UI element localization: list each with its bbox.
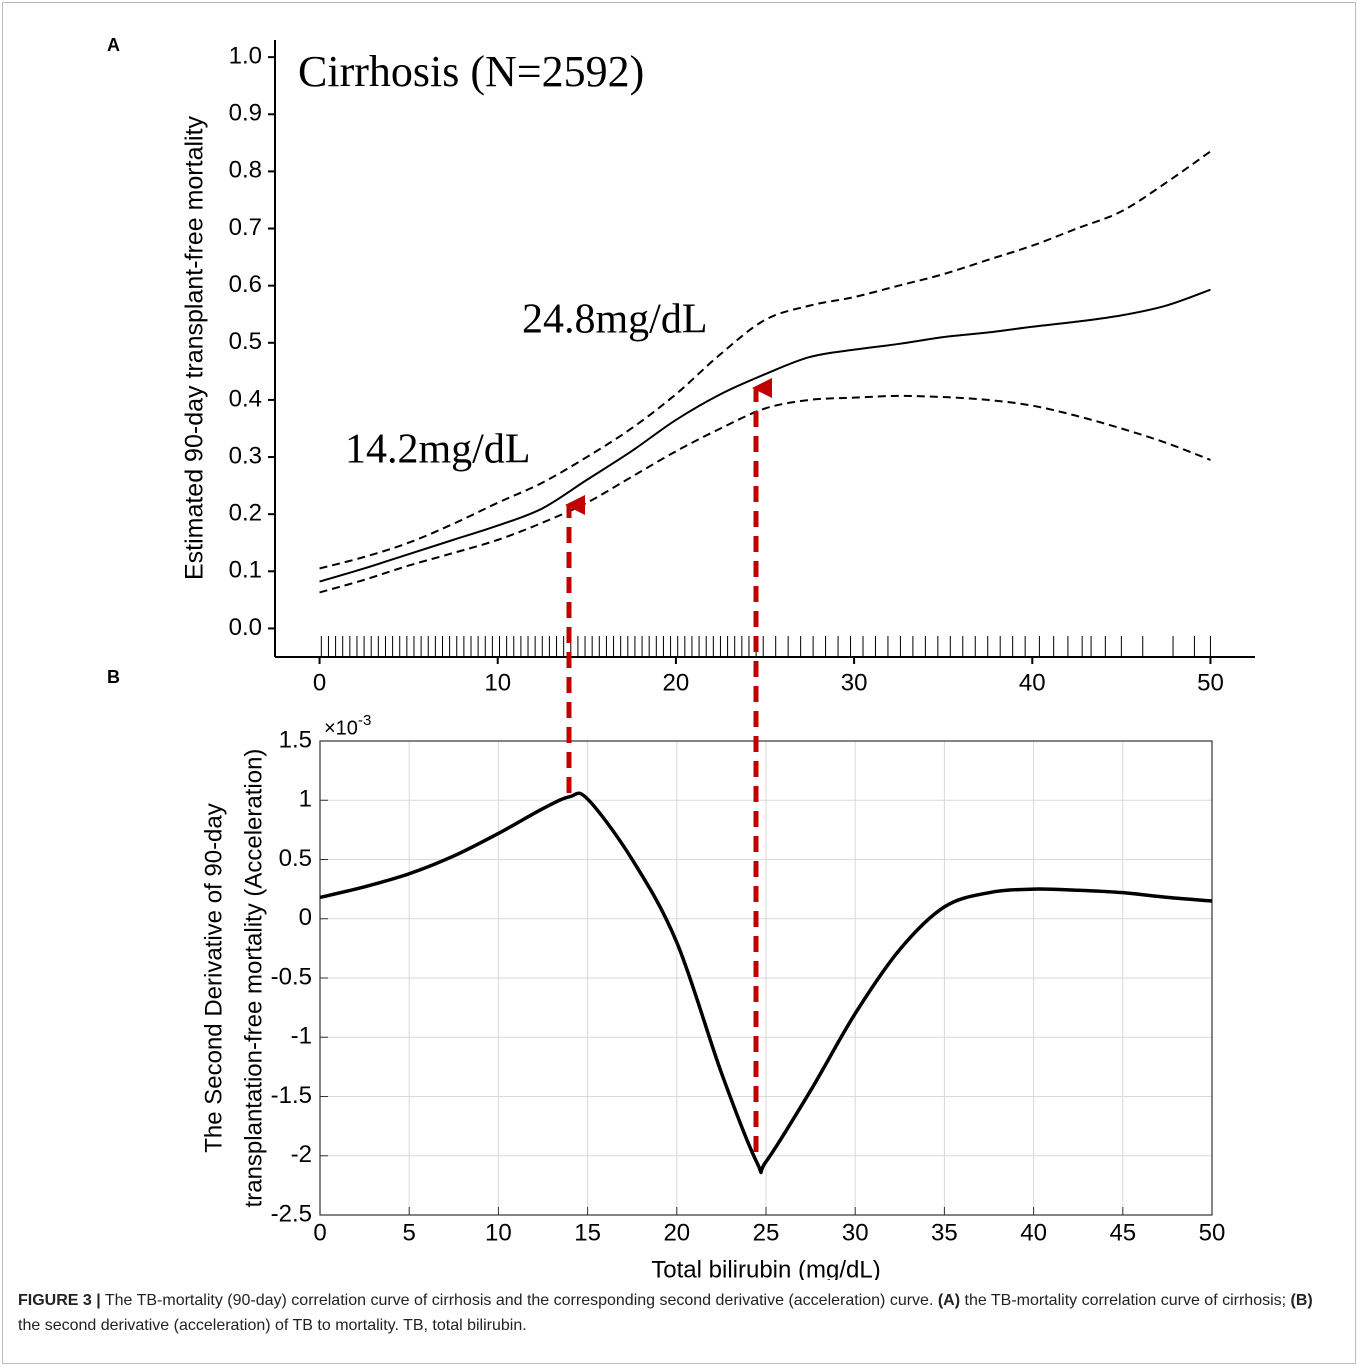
y-tick-label: 0.5 (279, 845, 312, 872)
x-tick-label: 45 (1109, 1219, 1136, 1246)
annotation: 24.8mg/dL (522, 297, 708, 343)
caption-text: FIGURE 3 | (18, 1292, 101, 1309)
x-tick-label: 10 (484, 669, 511, 696)
y-tick-label: -0.5 (271, 963, 312, 990)
y-axis-label: transplantation-free mortality (Accelera… (240, 749, 267, 1208)
x-tick-label: 10 (485, 1219, 512, 1246)
y-tick-label: 1 (299, 786, 312, 813)
x-tick-label: 15 (574, 1219, 601, 1246)
y-multiplier-exponent: -3 (358, 712, 371, 729)
caption-text: the second derivative (acceleration) of … (18, 1292, 1318, 1334)
caption-text: (A) (937, 1292, 961, 1309)
x-tick-label: 35 (931, 1219, 958, 1246)
y-axis-label: Estimated 90-day transplant-free mortali… (181, 115, 209, 580)
y-tick-label: 0.4 (229, 385, 262, 412)
y-tick-label: 0.3 (229, 442, 262, 469)
annotation: Cirrhosis (N=2592) (298, 47, 644, 96)
y-tick-label: 0.5 (229, 328, 262, 355)
line-series (319, 791, 1213, 1175)
annotation: 14.2mg/dL (345, 427, 531, 473)
y-tick-label: -1 (291, 1023, 312, 1050)
x-tick-label: 0 (313, 669, 326, 696)
x-tick-label: 5 (403, 1219, 416, 1246)
x-axis-label: Total bilirubin (mg/dL) (651, 1256, 880, 1280)
y-multiplier: ×10 (324, 717, 358, 739)
line-series (319, 394, 1211, 594)
y-tick-label: -1.5 (271, 1082, 312, 1109)
x-tick-label: 25 (753, 1219, 780, 1246)
figure: A0.00.10.20.30.40.50.60.70.80.91.00 10 20 3… (107, 35, 1255, 1280)
y-tick-label: 0.7 (229, 214, 262, 241)
caption-text: The TB-mortality (90-day) correlation cu… (100, 1292, 938, 1309)
x-tick-label: 0 (313, 1219, 326, 1246)
y-tick-label: 0 (299, 904, 312, 931)
y-tick-label: 1.0 (229, 42, 262, 69)
y-tick-label: 0.1 (229, 557, 262, 584)
panel-label: B (107, 667, 120, 687)
y-tick-label: 0.2 (229, 500, 262, 527)
line-series (319, 288, 1211, 583)
caption-text: the TB-mortality correlation curve of ci… (960, 1292, 1291, 1309)
y-tick-label: 0.0 (229, 614, 262, 641)
x-tick-label: 40 (1019, 669, 1046, 696)
y-tick-label: 0.9 (229, 100, 262, 127)
caption: FIGURE 3 | The TB-mortality (90-day) cor… (18, 1288, 1338, 1338)
x-tick-label: 30 (842, 1219, 869, 1246)
x-tick-label: 20 (663, 1219, 690, 1246)
y-tick-label: 1.5 (279, 726, 312, 753)
x-tick-label: 50 (1199, 1219, 1226, 1246)
x-tick-label: 40 (1020, 1219, 1047, 1246)
y-tick-label: -2 (291, 1141, 312, 1168)
x-tick-label: 50 (1197, 669, 1224, 696)
y-tick-label: -2.5 (271, 1200, 312, 1227)
line-series (319, 150, 1212, 570)
y-axis-label: The Second Derivative of 90-day (200, 803, 227, 1153)
y-tick-label: 0.8 (229, 157, 262, 184)
caption-text: (B) (1290, 1292, 1313, 1309)
panel-label: A (107, 35, 120, 55)
y-tick-label: 0.6 (229, 271, 262, 298)
x-tick-label: 20 (663, 669, 690, 696)
x-tick-label: 30 (841, 669, 868, 696)
